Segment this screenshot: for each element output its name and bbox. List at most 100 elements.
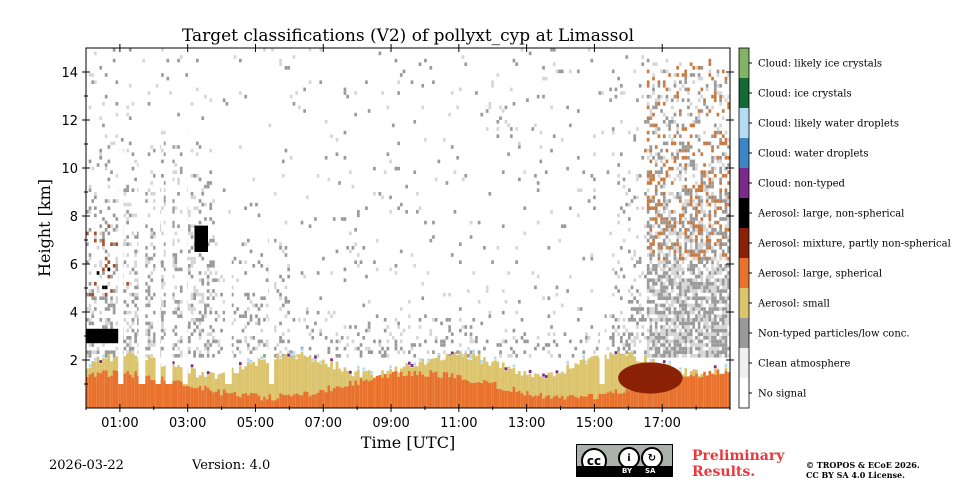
speckle-cell bbox=[174, 267, 178, 272]
speckle-cell bbox=[453, 210, 457, 214]
aerosol-large-spherical-cell bbox=[115, 371, 119, 408]
speckle-cell bbox=[88, 256, 92, 261]
speckle-cell bbox=[727, 156, 730, 160]
speckle-cell bbox=[689, 271, 693, 275]
speckle-cell bbox=[402, 328, 406, 333]
speckle-cell bbox=[724, 339, 728, 344]
speckle-cell bbox=[657, 278, 661, 282]
speckle-cell bbox=[346, 94, 349, 99]
speckle-cell bbox=[94, 51, 97, 56]
aerosol-large-spherical-cell bbox=[139, 376, 143, 408]
speckle-cell bbox=[673, 282, 677, 286]
speckle-cell bbox=[708, 69, 712, 74]
speckle-cell bbox=[289, 350, 293, 354]
speckle-cell bbox=[389, 210, 392, 214]
speckle-cell bbox=[654, 325, 658, 329]
speckle-cell bbox=[628, 130, 631, 135]
aerosol-small-cell bbox=[196, 377, 199, 389]
speckle-cell bbox=[654, 328, 658, 333]
speckle-cell bbox=[679, 235, 682, 239]
aerosol-small-cell bbox=[330, 361, 333, 392]
speckle-cell bbox=[177, 58, 180, 63]
speckle-cell bbox=[668, 278, 671, 282]
aerosol-large-spherical-cell bbox=[102, 370, 105, 408]
speckle-cell bbox=[673, 217, 677, 221]
speckle-cell bbox=[131, 300, 135, 304]
speckle-cell bbox=[526, 339, 529, 344]
speckle-cell bbox=[338, 181, 341, 185]
speckle-cell bbox=[711, 292, 714, 297]
speckle-cell bbox=[660, 318, 663, 322]
aerosol-large-spherical-cell bbox=[373, 377, 376, 408]
speckle-cell bbox=[432, 350, 435, 354]
speckle-cell bbox=[681, 202, 685, 207]
speckle-cell bbox=[662, 307, 666, 311]
speckle-cell bbox=[727, 217, 730, 221]
speckle-cell bbox=[727, 102, 730, 106]
speckle-cell bbox=[684, 238, 688, 243]
speckle-cell bbox=[676, 66, 679, 70]
speckle-cell bbox=[676, 98, 679, 102]
cloud-speck bbox=[724, 363, 728, 367]
speckle-cell bbox=[461, 177, 465, 182]
speckle-cell bbox=[681, 310, 685, 315]
speckle-cell bbox=[171, 292, 175, 297]
speckle-cell bbox=[641, 206, 645, 210]
speckle-cell bbox=[161, 346, 164, 351]
cc-by-label: BY bbox=[622, 467, 633, 475]
speckle-cell bbox=[668, 346, 671, 351]
speckle-cell bbox=[662, 285, 666, 290]
speckle-cell bbox=[501, 170, 505, 174]
speckle-cell bbox=[665, 217, 669, 221]
speckle-cell bbox=[657, 332, 661, 336]
speckle-cell bbox=[603, 328, 607, 333]
speckle-cell bbox=[657, 231, 661, 236]
speckle-cell bbox=[662, 220, 666, 225]
cloud-speck bbox=[566, 360, 569, 364]
speckle-cell bbox=[711, 310, 714, 315]
speckle-cell bbox=[654, 220, 658, 225]
speckle-cell bbox=[147, 346, 151, 351]
aerosol-large-spherical-cell bbox=[676, 381, 679, 408]
speckle-cell bbox=[687, 321, 690, 326]
speckle-cell bbox=[204, 346, 207, 351]
speckle-cell bbox=[673, 253, 677, 257]
speckle-cell bbox=[638, 174, 642, 178]
speckle-cell bbox=[609, 87, 612, 92]
speckle-cell bbox=[134, 260, 137, 264]
speckle-cell bbox=[150, 296, 154, 300]
speckle-cell bbox=[719, 156, 722, 160]
speckle-cell bbox=[531, 127, 535, 131]
speckle-cell bbox=[676, 94, 679, 99]
speckle-cell bbox=[179, 55, 183, 59]
cloud-speck bbox=[585, 360, 588, 364]
speckle-cell bbox=[641, 332, 645, 336]
speckle-cell bbox=[247, 343, 250, 347]
speckle-cell bbox=[467, 354, 470, 358]
speckle-cell bbox=[145, 256, 148, 261]
cloud-speck bbox=[349, 370, 352, 374]
speckle-cell bbox=[349, 325, 352, 329]
speckle-cell bbox=[611, 332, 615, 336]
speckle-cell bbox=[145, 346, 148, 351]
speckle-cell bbox=[708, 307, 712, 311]
speckle-cell bbox=[721, 310, 725, 315]
speckle-cell bbox=[684, 325, 688, 329]
speckle-cell bbox=[689, 242, 693, 246]
speckle-cell bbox=[657, 174, 661, 178]
speckle-cell bbox=[555, 69, 559, 74]
speckle-cell bbox=[123, 318, 127, 322]
speckle-cell bbox=[128, 141, 132, 146]
speckle-cell bbox=[673, 328, 677, 333]
speckle-cell bbox=[163, 130, 167, 135]
speckle-cell bbox=[703, 141, 706, 146]
speckle-cell bbox=[654, 130, 658, 135]
speckle-cell bbox=[534, 123, 537, 128]
aerosol-small-cell bbox=[577, 364, 580, 398]
speckle-cell bbox=[700, 274, 704, 279]
speckle-cell bbox=[150, 256, 154, 261]
speckle-cell bbox=[662, 134, 666, 138]
speckle-cell bbox=[684, 217, 688, 221]
speckle-cell bbox=[711, 224, 714, 228]
aerosol-small-cell bbox=[316, 362, 320, 393]
